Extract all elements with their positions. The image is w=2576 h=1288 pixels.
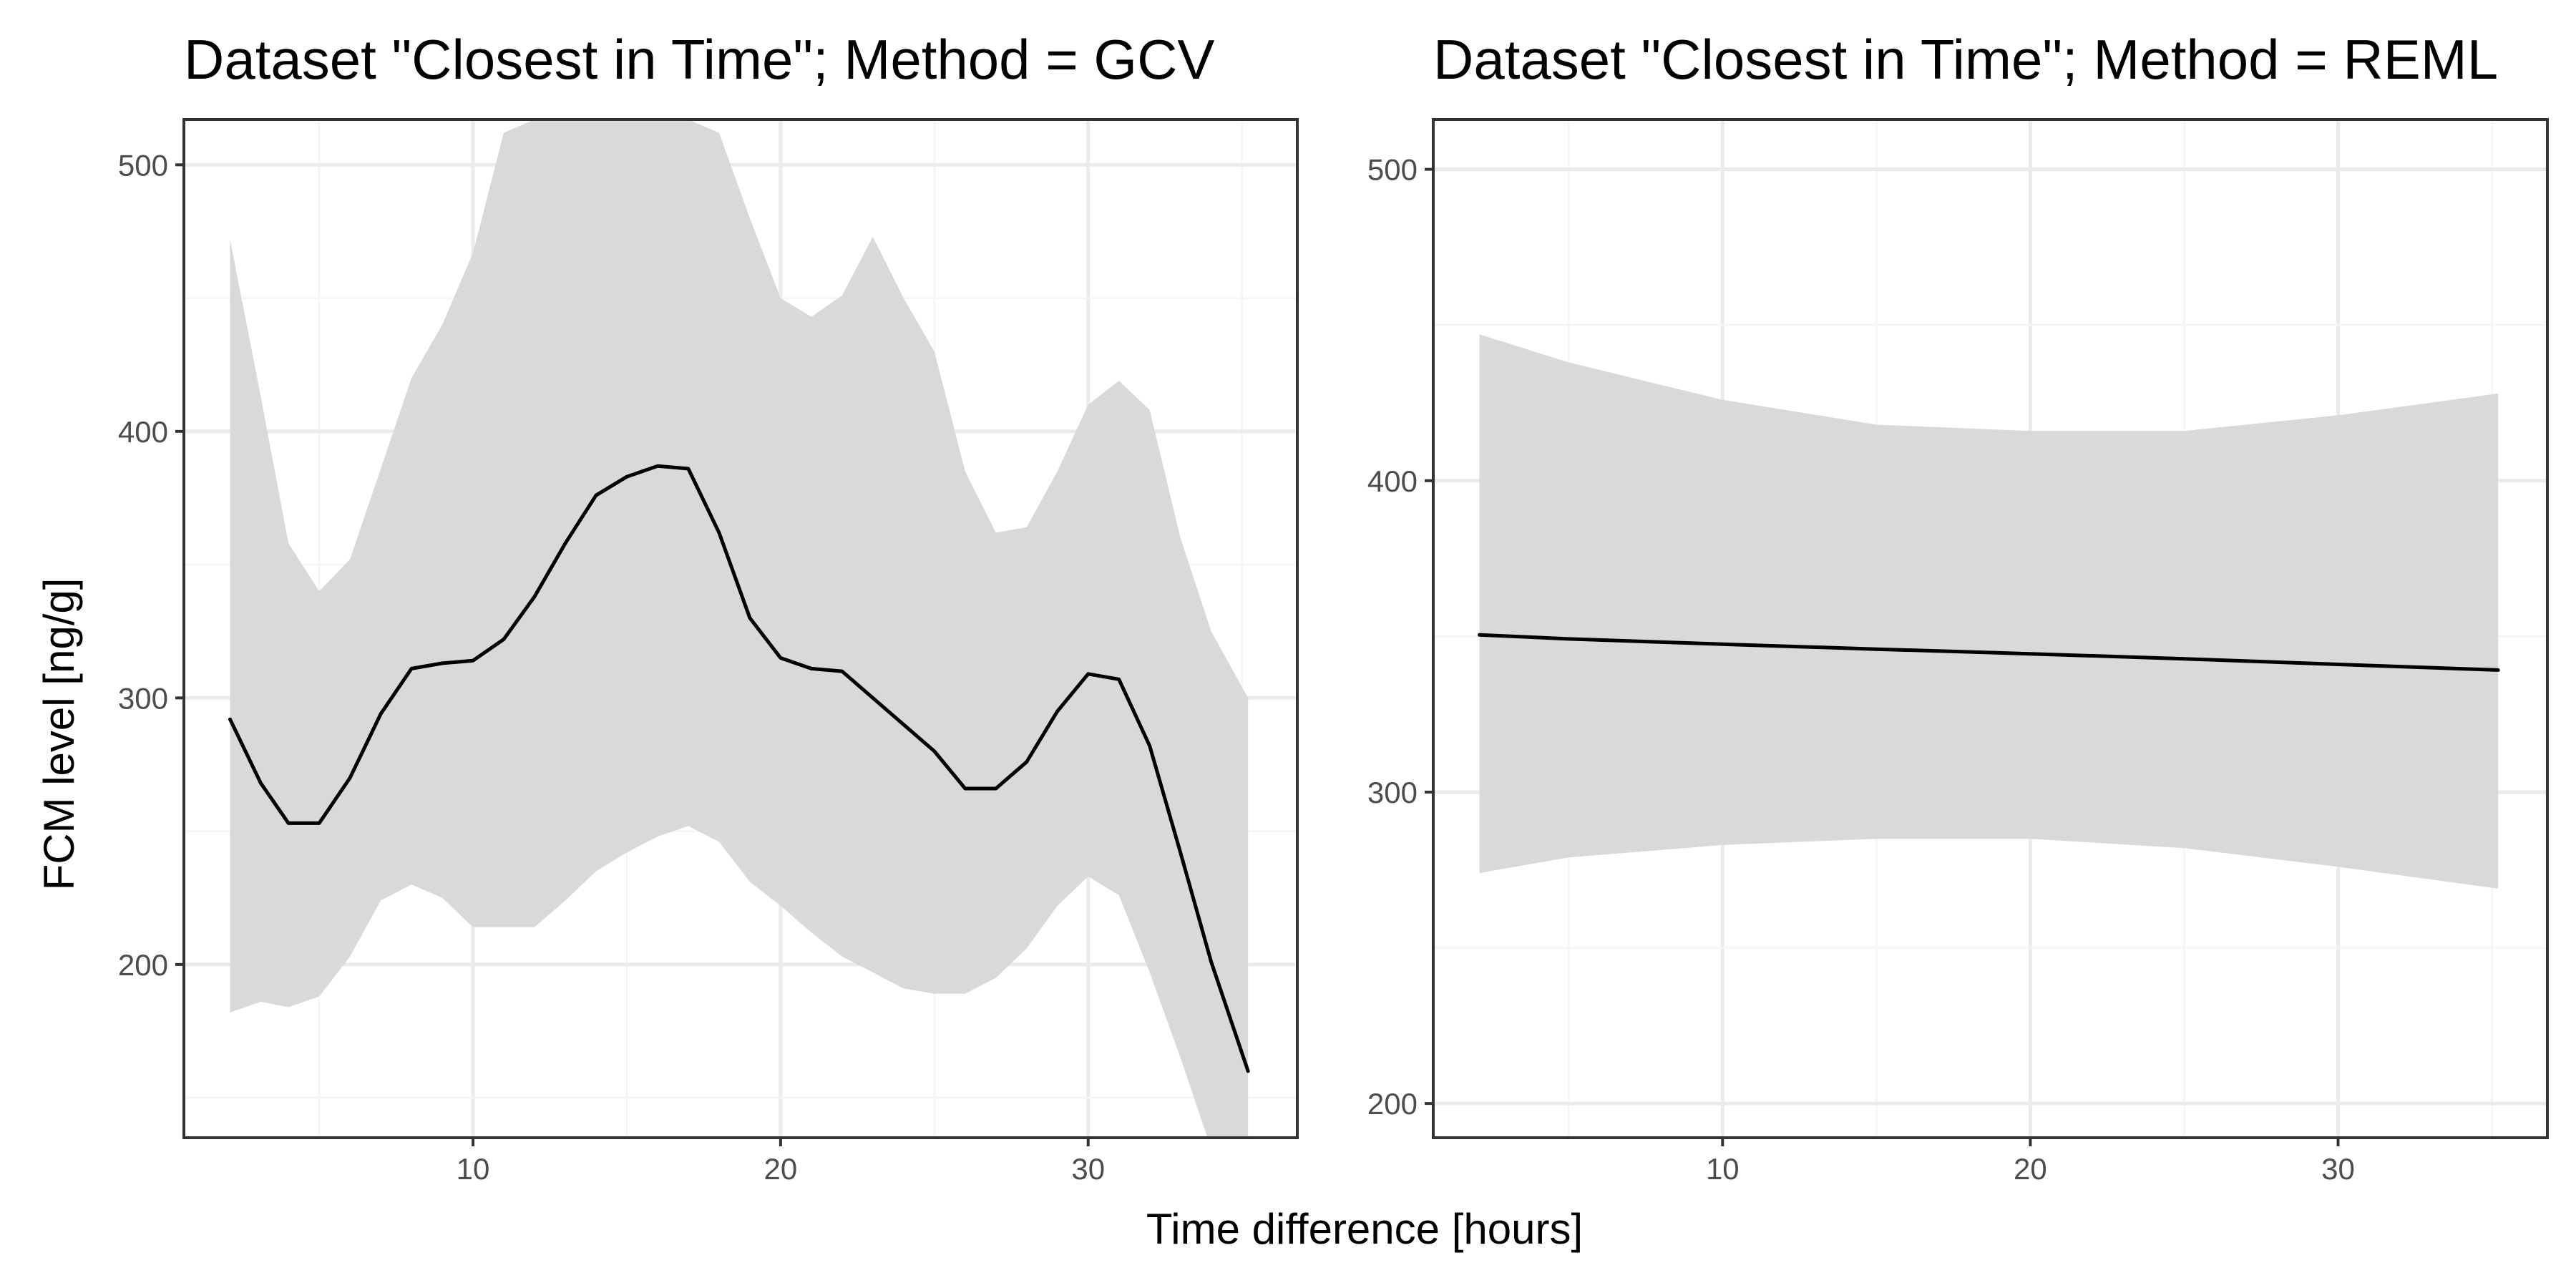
gcv-panel: Dataset "Closest in Time"; Method = GCV … [118, 28, 1299, 1186]
gcv-confidence-band-group [230, 119, 1249, 1138]
reml-x-tick-label: 20 [2014, 1152, 2047, 1186]
reml-axis-ticks: 10 20 30 200 300 400 500 [1367, 153, 2355, 1186]
gcv-y-tick-label: 200 [118, 948, 168, 982]
reml-confidence-band-group [1479, 334, 2499, 889]
gcv-smooth-line-group [228, 464, 1250, 1073]
gcv-smooth-line [228, 464, 1250, 1073]
gcv-y-tick-label: 400 [118, 415, 168, 449]
reml-y-tick-label: 500 [1367, 153, 1418, 187]
reml-y-tick-label: 300 [1367, 776, 1418, 809]
y-axis-title: FCM level [ng/g] [35, 578, 83, 891]
reml-smooth-line-group [1478, 633, 2500, 672]
reml-x-tick-label: 30 [2321, 1152, 2355, 1186]
reml-smooth-line [1478, 633, 2500, 672]
gcv-axis-ticks: 10 20 30 200 300 400 500 [118, 148, 1105, 1186]
reml-panel-title: Dataset "Closest in Time"; Method = REML [1433, 28, 2498, 91]
reml-panel: Dataset "Closest in Time"; Method = REML… [1367, 28, 2549, 1186]
gcv-panel-border [182, 118, 1299, 1139]
gcv-x-tick-label: 30 [1071, 1152, 1105, 1186]
gcv-y-tick-label: 300 [118, 681, 168, 715]
gcv-x-tick-label: 10 [457, 1152, 490, 1186]
reml-panel-border [1432, 118, 2549, 1139]
gcv-confidence-band [230, 119, 1249, 1138]
gcv-y-tick-label: 500 [118, 148, 168, 182]
x-axis-title: Time difference [hours] [1146, 1205, 1583, 1253]
reml-y-tick-label: 200 [1367, 1087, 1418, 1121]
reml-y-tick-label: 400 [1367, 464, 1418, 498]
reml-x-tick-label: 10 [1706, 1152, 1740, 1186]
gcv-panel-border-group [182, 118, 1299, 1139]
gcv-x-tick-label: 20 [764, 1152, 798, 1186]
reml-confidence-band [1479, 334, 2499, 889]
gcv-panel-title: Dataset "Closest in Time"; Method = GCV [184, 28, 1214, 91]
reml-panel-border-group [1432, 118, 2549, 1139]
